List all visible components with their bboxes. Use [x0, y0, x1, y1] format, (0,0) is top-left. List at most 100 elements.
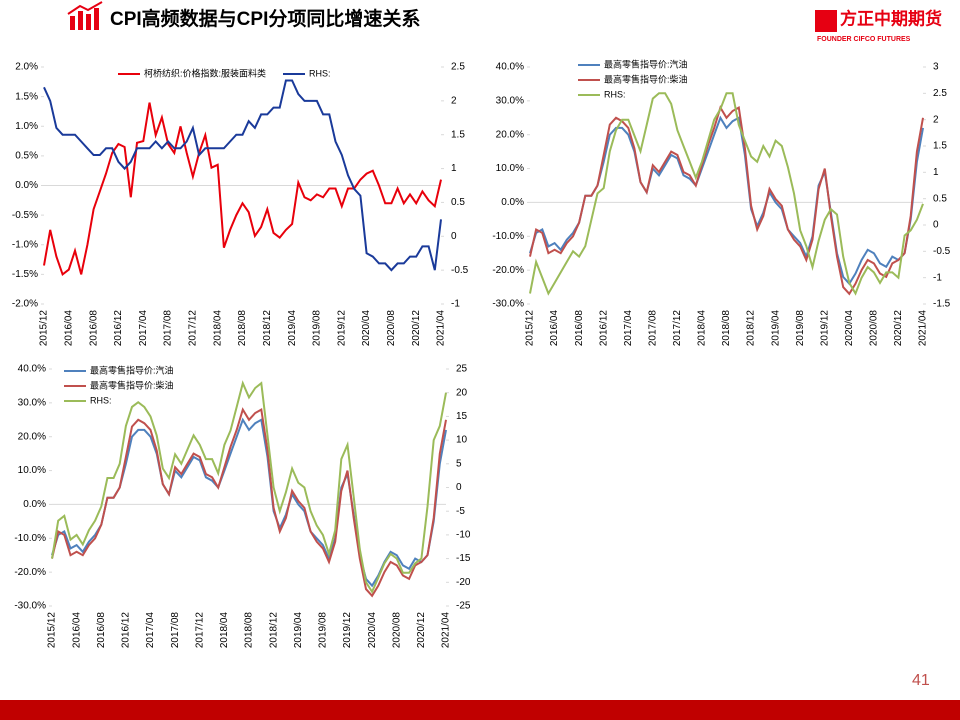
x-tick-label: 2016/08	[574, 310, 585, 347]
x-tick-label: 2018/12	[746, 310, 757, 347]
x-tick-label: 2017/08	[647, 310, 658, 347]
y2-tick-label: 1.5	[933, 141, 947, 152]
y-tick-label: 0.0%	[23, 499, 46, 510]
series-line	[529, 115, 924, 286]
logo-name: 方正中期期货	[840, 8, 942, 28]
x-tick-label: 2020/04	[361, 310, 372, 347]
legend-label: 最高零售指导价:柴油	[90, 379, 174, 390]
x-tick-label: 2019/12	[336, 310, 347, 347]
y2-tick-label: 0.5	[451, 197, 465, 208]
x-tick-label: 2018/04	[219, 612, 230, 649]
x-tick-label: 2017/04	[145, 612, 156, 649]
y2-tick-label: -0.5	[451, 265, 469, 276]
legend-label: 最高零售指导价:柴油	[604, 73, 688, 84]
y2-tick-label: 3	[933, 62, 939, 73]
x-tick-label: 2016/04	[549, 310, 560, 347]
y2-tick-label: 2.5	[933, 88, 947, 99]
y2-tick-label: 0	[933, 220, 939, 231]
logo-english: FOUNDER CIFCO FUTURES	[817, 36, 911, 43]
y-tick-label: -1.0%	[12, 239, 38, 250]
y-tick-label: 30.0%	[496, 95, 524, 106]
y2-tick-label: 15	[456, 411, 468, 422]
y-tick-label: -30.0%	[14, 601, 46, 612]
legend-label: RHS:	[604, 89, 626, 99]
series-line	[51, 380, 447, 594]
x-tick-label: 2018/08	[721, 310, 732, 347]
x-tick-label: 2019/04	[287, 310, 298, 347]
y-tick-label: 0.0%	[501, 197, 524, 208]
legend-label: RHS:	[90, 395, 112, 405]
x-tick-label: 2018/08	[237, 310, 248, 347]
y2-tick-label: 25	[456, 364, 468, 375]
y-tick-label: 10.0%	[18, 465, 46, 476]
x-tick-label: 2018/04	[697, 310, 708, 347]
x-tick-label: 2015/12	[47, 612, 58, 649]
y2-tick-label: 1.5	[451, 129, 465, 140]
y2-tick-label: -1.5	[933, 299, 951, 310]
series-line	[529, 105, 924, 296]
y-tick-label: 40.0%	[496, 62, 524, 73]
y-tick-label: 10.0%	[496, 163, 524, 174]
x-tick-label: 2019/08	[795, 310, 806, 347]
y2-tick-label: -1	[451, 299, 460, 310]
x-tick-label: 2015/12	[525, 310, 536, 347]
x-tick-label: 2020/08	[869, 310, 880, 347]
x-tick-label: 2020/08	[386, 310, 397, 347]
x-tick-label: 2020/12	[893, 310, 904, 347]
slide-title: CPI高频数据与CPI分项同比增速关系	[110, 7, 420, 30]
x-tick-label: 2020/04	[844, 310, 855, 347]
y2-tick-label: -0.5	[933, 246, 951, 257]
y-tick-label: -30.0%	[492, 299, 524, 310]
y-tick-label: -2.0%	[12, 299, 38, 310]
x-tick-label: 2018/12	[268, 612, 279, 649]
y2-tick-label: 0	[451, 231, 457, 242]
y2-tick-label: -25	[456, 601, 471, 612]
y-tick-label: 20.0%	[18, 431, 46, 442]
x-tick-label: 2020/04	[367, 612, 378, 649]
x-tick-label: 2019/04	[770, 310, 781, 347]
x-tick-label: 2017/08	[170, 612, 181, 649]
y-tick-label: 1.5%	[15, 91, 38, 102]
x-tick-label: 2020/08	[391, 612, 402, 649]
x-tick-label: 2015/12	[39, 310, 50, 347]
x-tick-label: 2019/12	[342, 612, 353, 649]
series-line	[43, 79, 442, 272]
y-tick-label: -20.0%	[14, 567, 46, 578]
y2-tick-label: -20	[456, 577, 471, 588]
x-tick-label: 2017/12	[672, 310, 683, 347]
y2-tick-label: 20	[456, 387, 468, 398]
x-tick-label: 2020/12	[416, 612, 427, 649]
y2-tick-label: -5	[456, 506, 465, 517]
x-tick-label: 2019/08	[312, 310, 323, 347]
y-tick-label: -20.0%	[492, 265, 524, 276]
x-tick-label: 2016/08	[88, 310, 99, 347]
y2-tick-label: 10	[456, 435, 468, 446]
series-line	[43, 102, 442, 277]
x-tick-label: 2021/04	[436, 310, 447, 347]
y-tick-label: 1.0%	[15, 121, 38, 132]
x-tick-label: 2017/12	[194, 612, 205, 649]
x-tick-label: 2017/04	[623, 310, 634, 347]
y2-tick-label: -1	[933, 272, 942, 283]
y-tick-label: 20.0%	[496, 129, 524, 140]
y-tick-label: -1.5%	[12, 269, 38, 280]
y-tick-label: 0.5%	[15, 151, 38, 162]
y-tick-label: -10.0%	[14, 533, 46, 544]
y-tick-label: 0.0%	[15, 180, 38, 191]
y-tick-label: 40.0%	[18, 364, 46, 375]
page-number: 41	[912, 672, 930, 689]
y2-tick-label: 2	[451, 95, 457, 106]
y-tick-label: 2.0%	[15, 62, 38, 73]
x-tick-label: 2019/08	[318, 612, 329, 649]
x-tick-label: 2020/12	[411, 310, 422, 347]
x-tick-label: 2018/04	[212, 310, 223, 347]
y2-tick-label: 2.5	[451, 62, 465, 73]
legend-label: 最高零售指导价:汽油	[90, 364, 174, 375]
x-tick-label: 2021/04	[441, 612, 452, 649]
x-tick-label: 2018/12	[262, 310, 273, 347]
x-tick-label: 2019/04	[293, 612, 304, 649]
x-tick-label: 2017/08	[163, 310, 174, 347]
series-line	[51, 407, 447, 598]
x-tick-label: 2017/12	[188, 310, 199, 347]
